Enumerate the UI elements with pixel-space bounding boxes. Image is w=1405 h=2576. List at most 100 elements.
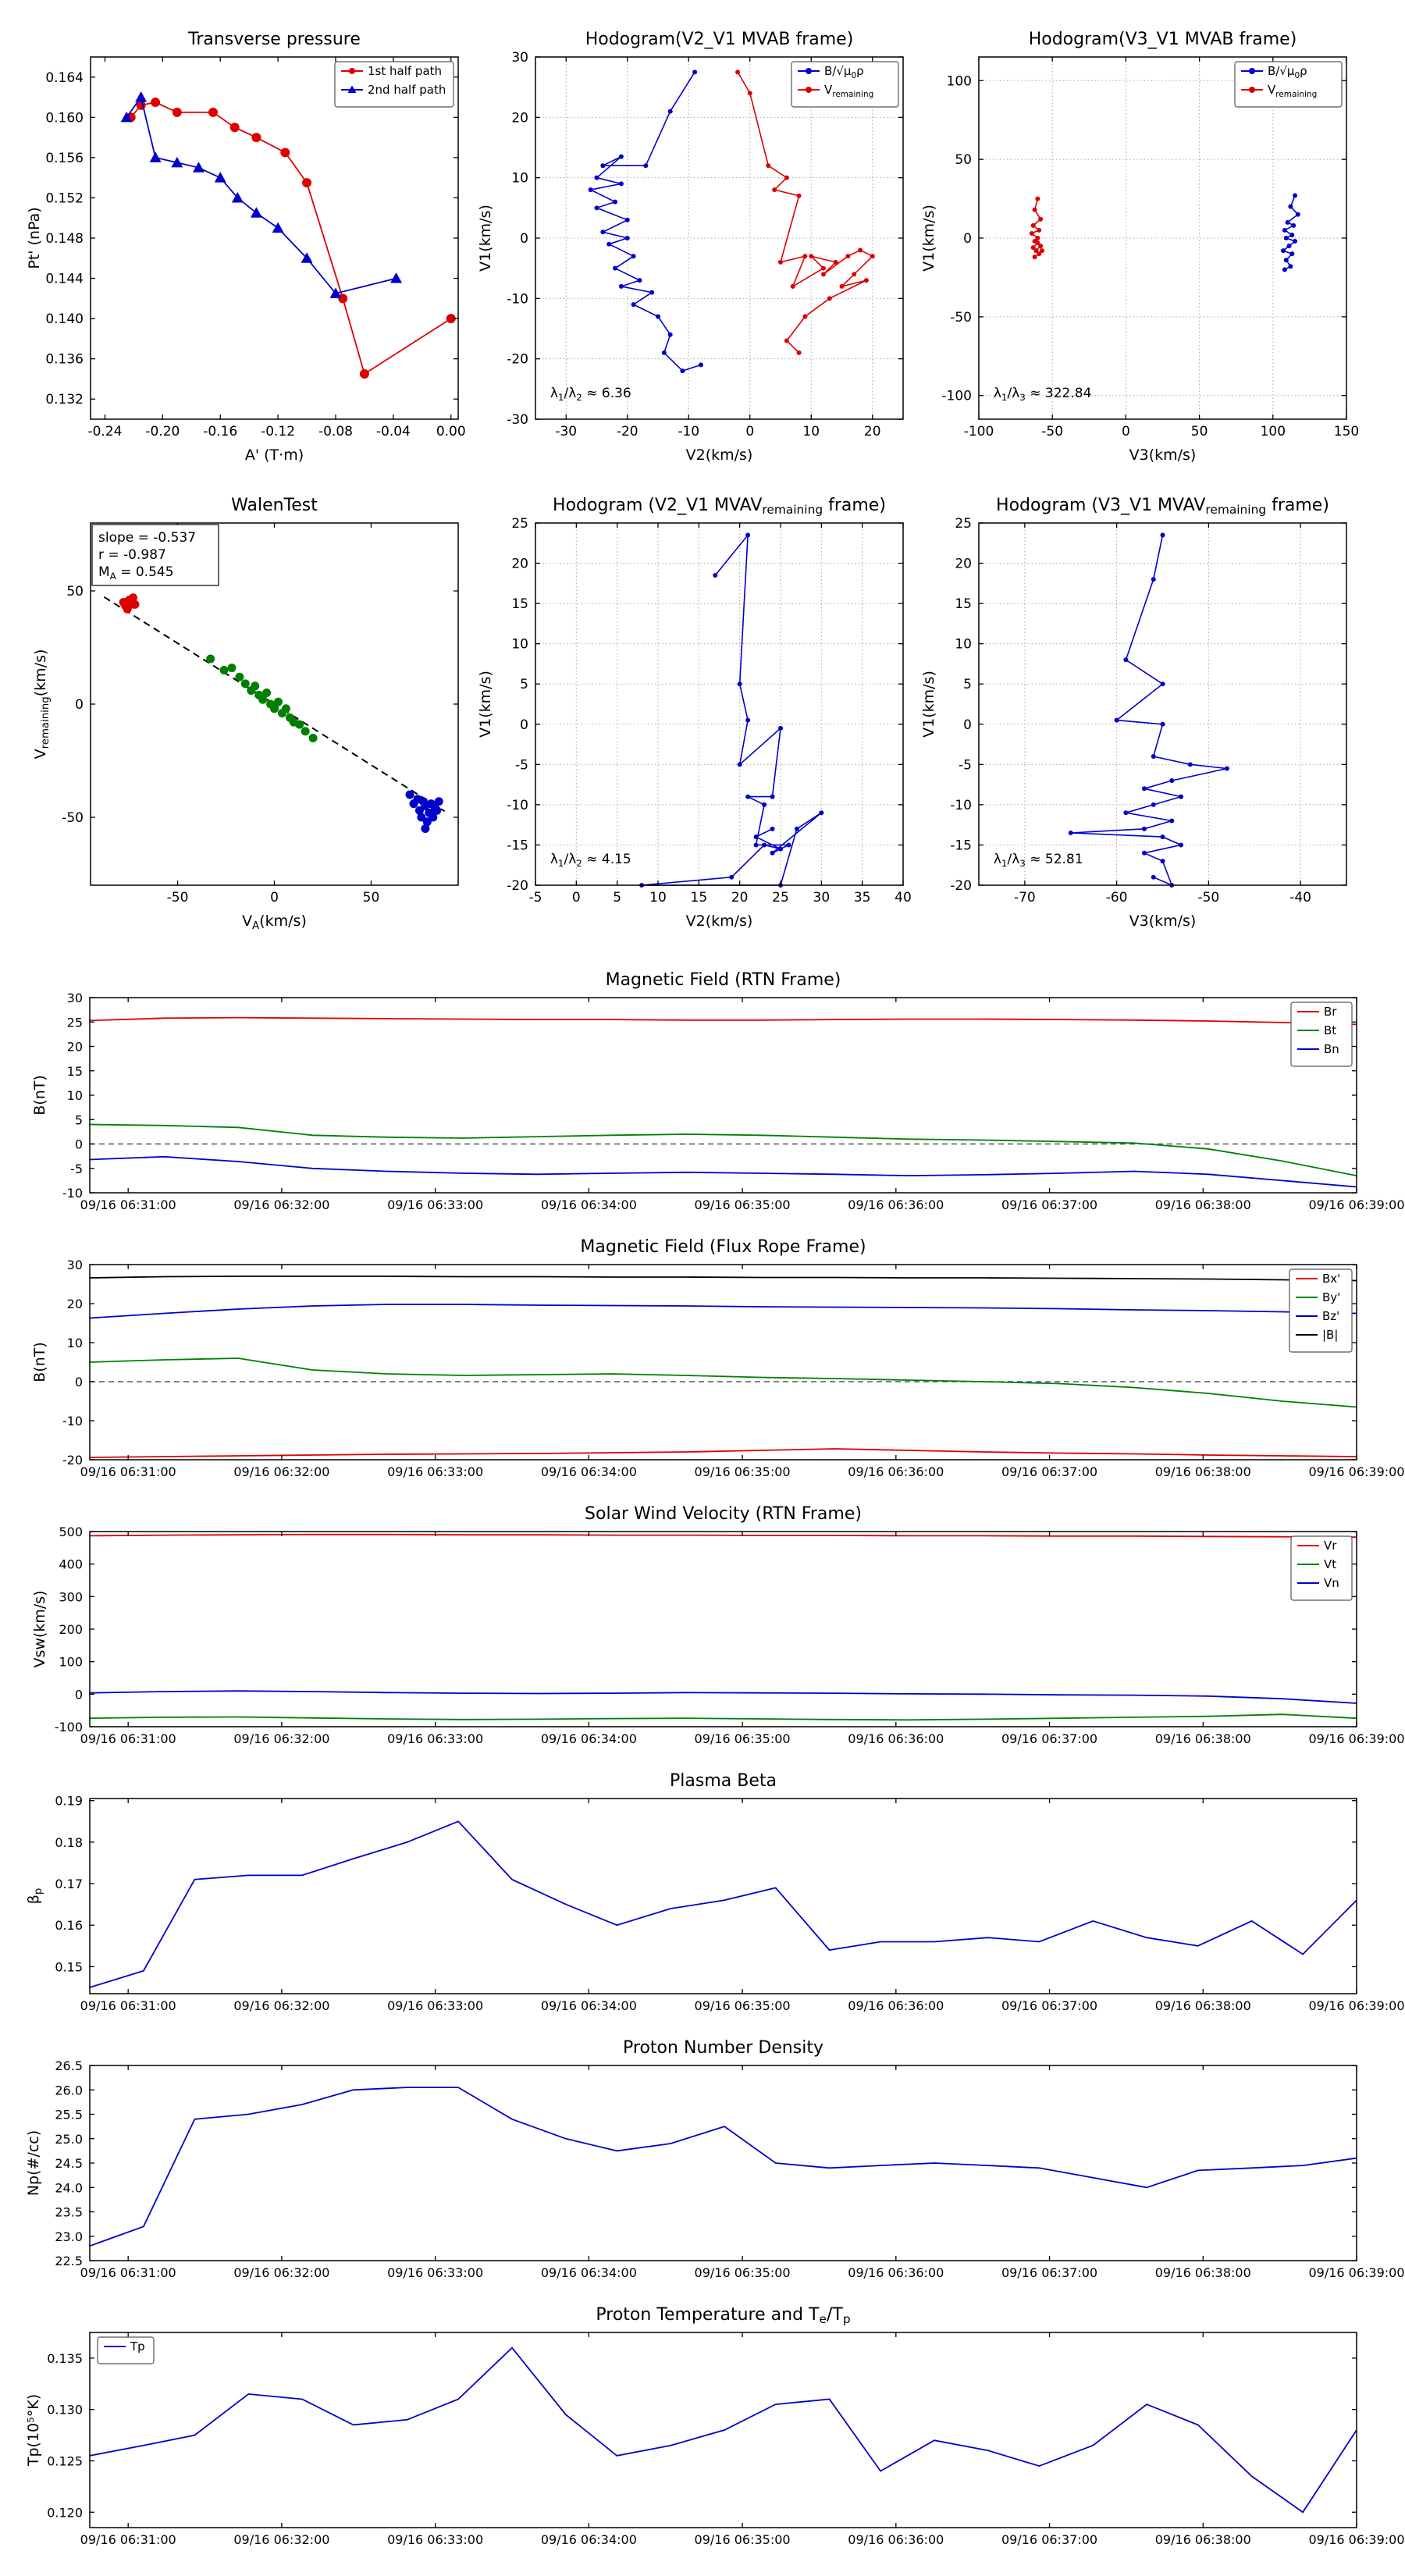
svg-text:09/16 06:36:00: 09/16 06:36:00 — [848, 2265, 944, 2280]
svg-text:09/16 06:36:00: 09/16 06:36:00 — [848, 1998, 944, 2013]
proton-temperature-plot: 09/16 06:31:00 09/16 06:32:00 09/16 06:33:… — [25, 2305, 1405, 2547]
svg-text:50: 50 — [1191, 424, 1208, 439]
svg-text:25: 25 — [67, 1015, 83, 1030]
svg-text:22.5: 22.5 — [55, 2254, 83, 2268]
svg-text:09/16 06:37:00: 09/16 06:37:00 — [1001, 1197, 1097, 1212]
chart-title: Proton Temperature and Te/Tp — [596, 2305, 850, 2326]
svg-text:25: 25 — [511, 516, 528, 532]
svg-text:09/16 06:31:00: 09/16 06:31:00 — [80, 2265, 176, 2280]
svg-text:-0.20: -0.20 — [145, 424, 180, 439]
svg-text:0: 0 — [1122, 424, 1130, 439]
svg-text:-50: -50 — [950, 310, 972, 326]
svg-text:30: 30 — [67, 991, 83, 1005]
svg-text:50: 50 — [66, 584, 84, 600]
svg-text:09/16 06:33:00: 09/16 06:33:00 — [387, 1464, 483, 1479]
svg-text:09/16 06:33:00: 09/16 06:33:00 — [387, 1998, 483, 2013]
legend-label: Vt — [1324, 1557, 1336, 1571]
svg-text:0.144: 0.144 — [45, 272, 84, 287]
svg-text:5: 5 — [613, 890, 621, 906]
legend: Vr Vt Vn — [1290, 1535, 1353, 1601]
axes-border — [978, 522, 1347, 886]
chart-transverse-pressure: -0.24 -0.20 -0.16 -0.12 -0.08 -0.04 0.00 0.132 0… — [23, 20, 470, 472]
chart-hodogram-v2v1-mvav: -5 0 5 10 15 20 25 30 35 40 -20 -15 -10 -5 0 5 10 15 20 25 H… — [468, 486, 915, 938]
svg-text:09/16 06:33:00: 09/16 06:33:00 — [387, 2532, 483, 2547]
svg-text:26.5: 26.5 — [55, 2058, 83, 2073]
svg-text:0.15: 0.15 — [55, 1959, 83, 1974]
svg-text:09/16 06:33:00: 09/16 06:33:00 — [387, 1731, 483, 1746]
hodogram-v3v1-mvav-plot: -70 -60 -50 -40-20-15-10-50510152025Hodogra… — [920, 496, 1347, 930]
svg-text:09/16 06:33:00: 09/16 06:33:00 — [387, 1197, 483, 1212]
legend: Bx' By' Bz' |B| — [1289, 1268, 1353, 1353]
stats-line: r = -0.987 — [98, 547, 166, 563]
legend: 1st half path 2nd half path — [334, 61, 454, 108]
svg-text:09/16 06:34:00: 09/16 06:34:00 — [541, 1197, 637, 1212]
svg-text:-20: -20 — [617, 424, 638, 439]
svg-text:09/16 06:31:00: 09/16 06:31:00 — [80, 1731, 176, 1746]
legend-label: |B| — [1322, 1328, 1338, 1342]
plot-area — [90, 2065, 1357, 2261]
legend: B/√μ0ρ Vremaining — [791, 61, 899, 108]
chart-title: Transverse pressure — [187, 30, 361, 49]
lambda-ratio-annotation: λ1/λ2 ≈ 6.36 — [550, 386, 631, 403]
axes-border — [89, 2065, 1357, 2261]
svg-text:09/16 06:39:00: 09/16 06:39:00 — [1308, 1464, 1404, 1479]
svg-text:0.17: 0.17 — [55, 1877, 83, 1891]
svg-text:10: 10 — [511, 171, 528, 187]
svg-text:-50: -50 — [62, 810, 84, 826]
lambda-ratio-annotation: λ1/λ3 ≈ 52.81 — [994, 852, 1083, 869]
svg-text:5: 5 — [520, 677, 528, 692]
svg-text:09/16 06:36:00: 09/16 06:36:00 — [848, 2532, 944, 2547]
svg-text:100: 100 — [59, 1655, 83, 1670]
svg-text:0: 0 — [270, 890, 279, 906]
svg-text:09/16 06:35:00: 09/16 06:35:00 — [695, 2532, 791, 2547]
svg-text:24.5: 24.5 — [55, 2156, 83, 2171]
series-Vn — [89, 1690, 1357, 1704]
series-Br — [89, 1016, 1357, 1026]
walen-test-plot: -50 0 50 -50 0 50 WalenTest VA(km/s) Vremaining(… — [32, 496, 459, 932]
x-axis-label: V2(km/s) — [686, 913, 753, 930]
svg-text:23.5: 23.5 — [55, 2205, 83, 2220]
svg-text:-5: -5 — [515, 757, 528, 773]
svg-text:09/16 06:35:00: 09/16 06:35:00 — [695, 1197, 791, 1212]
axes-border — [535, 522, 904, 886]
svg-text:0.136: 0.136 — [45, 352, 84, 368]
series-remaining-velocity — [1029, 196, 1045, 260]
legend: Br Bt Bn — [1290, 1002, 1353, 1067]
svg-text:09/16 06:32:00: 09/16 06:32:00 — [233, 1464, 329, 1479]
svg-text:100: 100 — [947, 73, 972, 89]
svg-text:-60: -60 — [1106, 890, 1128, 906]
legend: B/√μ0ρ Vremaining — [1234, 61, 1343, 108]
x-axis-label: V3(km/s) — [1129, 447, 1197, 464]
svg-text:15: 15 — [691, 890, 708, 906]
svg-text:500: 500 — [59, 1525, 83, 1539]
svg-text:0.19: 0.19 — [55, 1794, 83, 1809]
series-B-magnitude — [89, 1276, 1357, 1282]
transverse-pressure-plot: -0.24 -0.20 -0.16 -0.12 -0.08 -0.04 0.00 0.132 0… — [26, 30, 466, 464]
plot-area — [90, 998, 1357, 1193]
svg-text:0.164: 0.164 — [45, 70, 84, 86]
svg-text:0: 0 — [75, 1137, 83, 1152]
svg-text:09/16 06:31:00: 09/16 06:31:00 — [80, 1998, 176, 2013]
chart-title: Hodogram(V2_V1 MVAB frame) — [585, 30, 854, 49]
svg-text:09/16 06:38:00: 09/16 06:38:00 — [1155, 2265, 1251, 2280]
series-Vt — [89, 1713, 1357, 1721]
axes-border — [89, 1531, 1357, 1727]
svg-text:09/16 06:32:00: 09/16 06:32:00 — [233, 1731, 329, 1746]
legend-label: Vremaining — [1268, 83, 1317, 99]
svg-text:09/16 06:32:00: 09/16 06:32:00 — [233, 1998, 329, 2013]
series-Bz-prime — [89, 1304, 1357, 1319]
x-axis-label: V2(km/s) — [686, 447, 753, 464]
chart-title: Plasma Beta — [670, 1771, 777, 1791]
legend-label: 2nd half path — [368, 83, 446, 97]
svg-text:09/16 06:35:00: 09/16 06:35:00 — [695, 1731, 791, 1746]
svg-text:09/16 06:32:00: 09/16 06:32:00 — [233, 2265, 329, 2280]
series-By-prime — [89, 1357, 1357, 1408]
svg-text:0: 0 — [75, 1375, 83, 1389]
x-axis-label: V3(km/s) — [1129, 913, 1197, 930]
svg-text:40: 40 — [895, 890, 912, 906]
tick-labels: -100 -50 0 50 100 150 -100 -50 0 50 100 — [941, 73, 1358, 439]
svg-text:09/16 06:36:00: 09/16 06:36:00 — [848, 1197, 944, 1212]
stats-line: slope = -0.537 — [98, 530, 196, 546]
